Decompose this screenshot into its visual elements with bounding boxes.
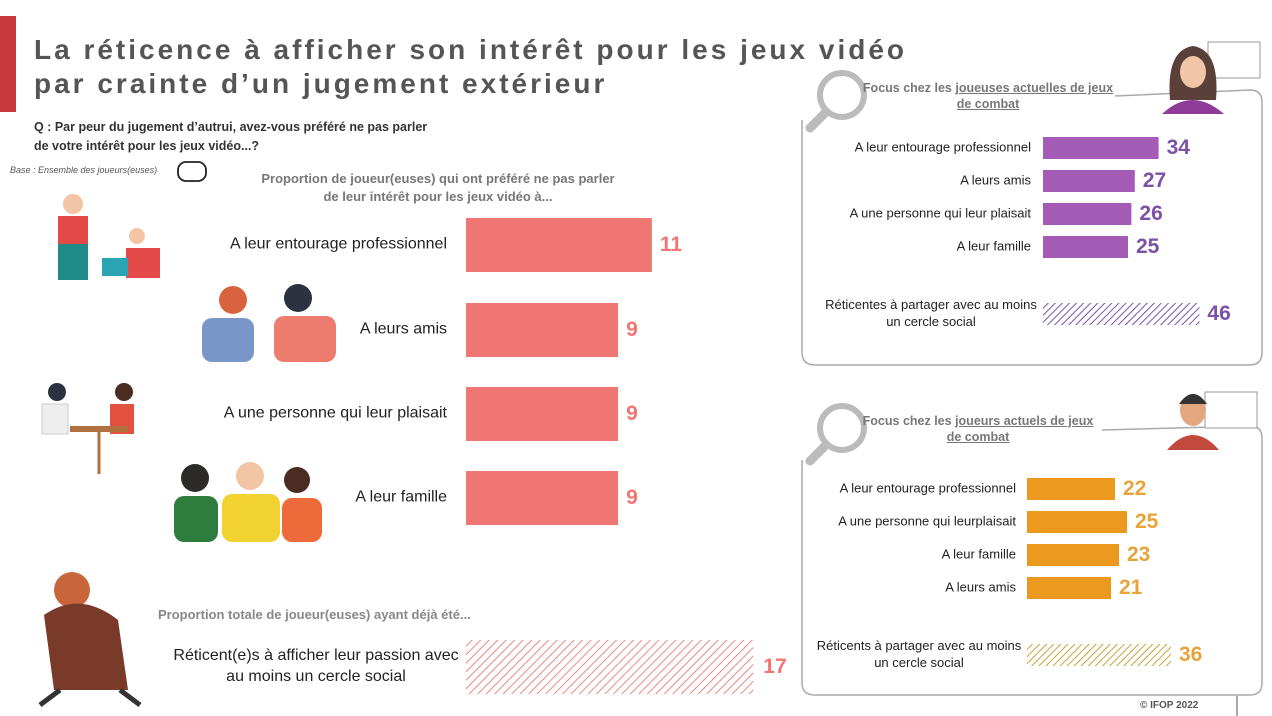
value-label: 27 <box>1142 168 1167 192</box>
bar <box>1043 303 1200 325</box>
illustration <box>58 194 160 280</box>
bar <box>466 387 619 441</box>
category-label: Réticent(e)s à afficher leur passion ave… <box>173 647 459 685</box>
category-label: A leur entourage professionnel <box>229 235 447 253</box>
category-label: Réticents à partager avec au moins un ce… <box>816 638 1022 670</box>
focus-box <box>801 425 1263 696</box>
value-label: 36 <box>1179 642 1203 666</box>
value-label: 17 <box>763 654 787 678</box>
value-label: 22 <box>1123 476 1147 500</box>
illustration <box>202 284 336 362</box>
category-label: A une personne qui leur plaisait <box>223 404 447 422</box>
value-label: 11 <box>659 232 683 256</box>
category-label: A leur famille <box>355 488 447 506</box>
question: Q : Par peur du jugement d’autrui, avez-… <box>34 120 428 154</box>
value-label: 23 <box>1127 542 1151 566</box>
chart-title: Focus chez les joueurs actuels de jeux d… <box>858 414 1098 445</box>
bar <box>1043 170 1135 192</box>
chart-title: Proportion totale de joueur(euses) ayant… <box>158 607 471 622</box>
player-icon <box>1167 391 1258 450</box>
bar <box>1043 137 1159 159</box>
illustration <box>38 572 142 707</box>
category-label: A leur famille <box>941 546 1016 562</box>
base: Base : Ensemble des joueurs(euses) <box>10 165 158 175</box>
illustration <box>41 383 134 474</box>
category-label: Réticentes à partager avec au moins un c… <box>825 297 1037 329</box>
bar <box>466 303 619 357</box>
bar <box>466 471 619 525</box>
title-emphasis: joueurs actuels de jeux de combat <box>946 414 1094 444</box>
accent-bar <box>0 16 16 112</box>
value-label: 26 <box>1139 201 1163 225</box>
focus-box <box>801 89 1263 366</box>
bar <box>1043 203 1132 225</box>
category-label: A leurs amis <box>945 579 1016 595</box>
title: par crainte d’un jugement extérieur <box>34 68 608 99</box>
gamepad-icon <box>177 161 207 182</box>
category-label: A une personne qui leurplaisait <box>838 513 1016 529</box>
title: La réticence à afficher son intérêt pour… <box>34 34 908 65</box>
bar <box>466 218 652 272</box>
category-label: A une personne qui leur plaisait <box>849 205 1031 221</box>
illustration <box>174 462 322 542</box>
value-label: 46 <box>1207 301 1231 325</box>
magnifier-icon <box>805 70 867 133</box>
value-label: 9 <box>626 485 638 509</box>
value-label: 9 <box>626 317 638 341</box>
value-label: 21 <box>1119 575 1143 599</box>
copyright: © IFOP 2022 <box>1140 700 1199 711</box>
magnifier-icon <box>805 403 867 466</box>
player-icon <box>1162 41 1261 114</box>
bar <box>1027 544 1119 566</box>
bar <box>1027 511 1127 533</box>
category-label: A leur entourage professionnel <box>839 480 1016 496</box>
bar <box>1027 644 1171 666</box>
bar <box>466 640 754 694</box>
chart-subtitle: Proportion de joueur(euses) qui ont préf… <box>261 171 615 205</box>
chart-title: Focus chez les joueuses actuelles de jeu… <box>858 81 1118 112</box>
value-label: 9 <box>626 401 638 425</box>
category-label: A leurs amis <box>359 320 447 338</box>
bar <box>1027 577 1111 599</box>
category-label: A leur entourage professionnel <box>854 139 1031 155</box>
title-emphasis: joueuses actuelles de jeux de combat <box>955 81 1114 111</box>
bar <box>1043 236 1128 258</box>
value-label: 34 <box>1166 135 1190 159</box>
value-label: 25 <box>1135 509 1159 533</box>
bar <box>1027 478 1115 500</box>
category-label: A leur famille <box>956 238 1031 254</box>
category-label: A leurs amis <box>960 172 1031 188</box>
title-text: Focus chez les <box>862 81 952 95</box>
value-label: 25 <box>1136 234 1160 258</box>
title-text: Focus chez les <box>862 414 952 428</box>
